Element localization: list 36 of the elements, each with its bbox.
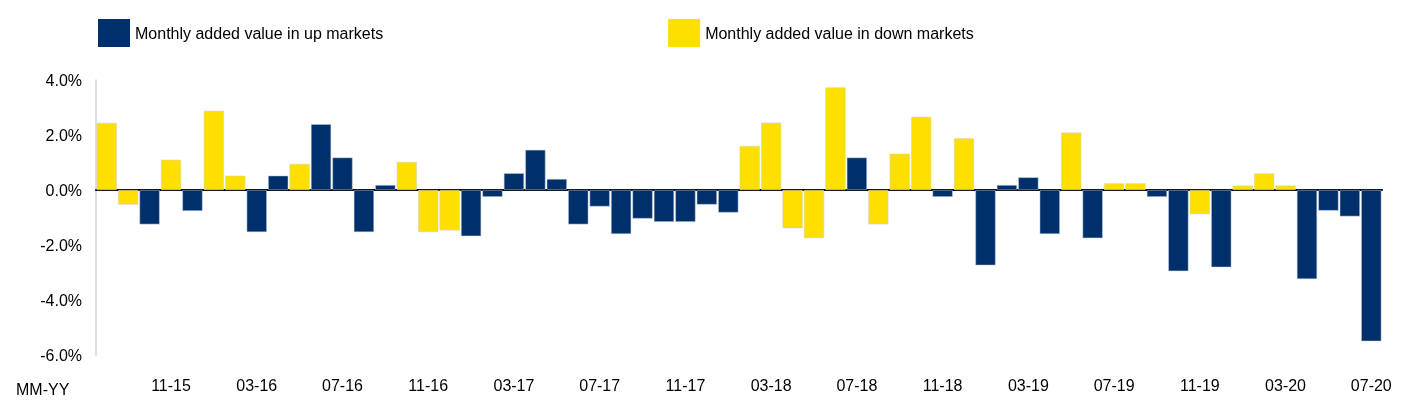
bar [182,190,203,211]
x-tick-label: 03-16 [236,376,278,394]
bar [160,159,182,190]
x-tick-label: 03-18 [750,376,792,394]
y-tick-label: 4.0% [45,71,82,89]
x-tick-label: 07-18 [836,376,878,394]
x-tick-label: 07-19 [1093,376,1135,394]
y-tick-label: -6.0% [40,346,82,364]
bar [953,138,975,190]
y-tick-label: -4.0% [40,291,82,309]
x-tick-label: 11-19 [1179,376,1220,394]
y-tick-label: -2.0% [40,236,82,254]
x-axis-title: MM-YY [16,380,70,398]
x-tick-label: 11-17 [665,376,706,394]
bar [975,190,996,266]
bar [1061,132,1082,190]
bar [246,190,267,233]
x-tick-label: 03-19 [1007,376,1049,394]
legend-label: Monthly added value in up markets [135,24,384,42]
y-tick-label: 2.0% [45,126,82,144]
x-tick-label: 07-17 [579,376,621,394]
x-tick-label: 07-16 [322,376,364,394]
x-tick-label: 11-18 [922,376,963,394]
x-tick-label: 11-15 [151,376,191,394]
legend-label: Monthly added value in down markets [705,24,974,42]
x-tick-label: 03-17 [493,376,535,394]
x-tick-label: 03-20 [1265,376,1307,394]
bar [1039,190,1060,234]
bar [932,190,953,197]
x-tick-label: 11-16 [408,376,449,394]
bar [96,122,117,190]
x-tick-label: 07-20 [1350,376,1392,394]
y-tick-label: 0.0% [45,181,82,199]
bar [1082,190,1103,239]
bar [868,190,889,225]
bar [353,190,374,233]
